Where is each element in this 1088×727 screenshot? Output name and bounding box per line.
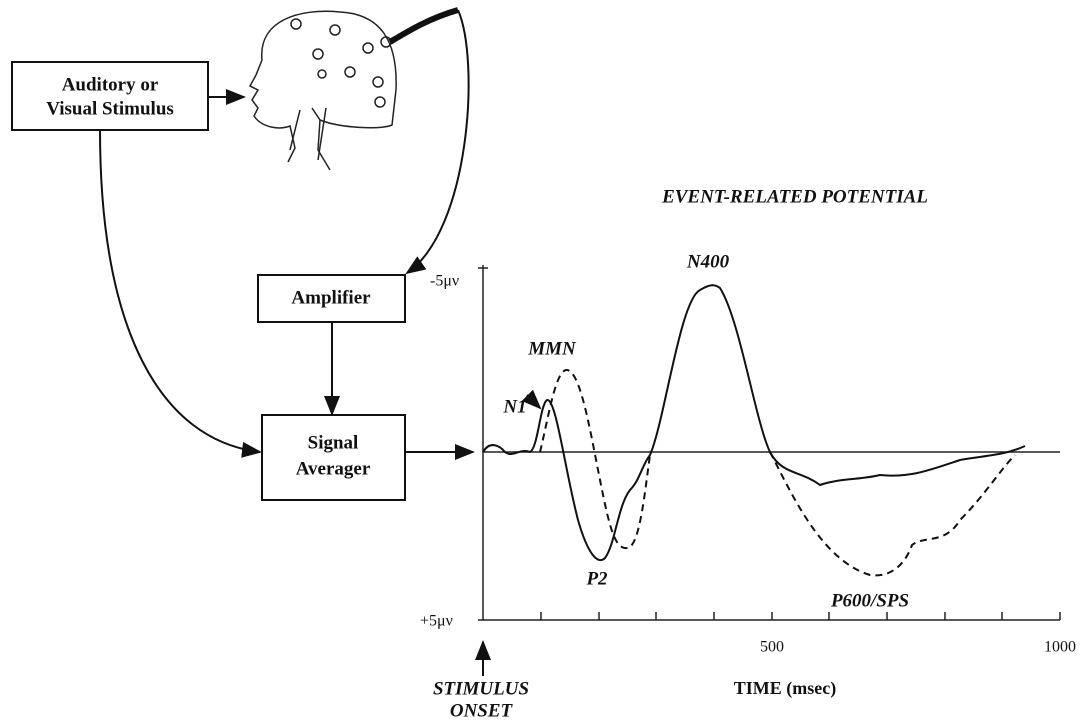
box-label: Auditory or xyxy=(62,74,159,95)
arrow xyxy=(99,129,262,458)
box-label: Amplifier xyxy=(291,287,371,308)
dashed-waveform xyxy=(539,369,1016,577)
chart-title: EVENT-RELATED POTENTIAL xyxy=(661,186,928,207)
x-axis-label: TIME (msec) xyxy=(734,678,836,699)
amplifier-box: Amplifier xyxy=(257,274,406,323)
box-label: Averager xyxy=(296,458,371,479)
box-label: Signal xyxy=(308,432,359,453)
onset-label: ONSET xyxy=(450,700,514,721)
box-label: Visual Stimulus xyxy=(46,98,174,119)
component-label: MMN xyxy=(527,338,577,359)
component-label: P600/SPS xyxy=(830,590,909,611)
averager-box: Signal Averager xyxy=(261,414,406,501)
y-top-label: -5μν xyxy=(430,273,459,290)
head-drawing xyxy=(248,7,459,171)
arrow xyxy=(521,389,542,410)
onset-label: STIMULUS xyxy=(433,678,529,699)
y-bottom-label: +5μν xyxy=(420,613,453,630)
solid-waveform xyxy=(482,284,1026,561)
stimulus-box: Auditory or Visual Stimulus xyxy=(11,61,209,131)
component-label: N1 xyxy=(502,396,526,417)
component-label: P2 xyxy=(585,568,608,589)
component-label: N400 xyxy=(686,251,730,272)
x-tick-label: 1000 xyxy=(1044,639,1076,656)
x-tick-label: 500 xyxy=(760,639,784,656)
axes xyxy=(475,265,1061,676)
arrow xyxy=(405,9,470,275)
